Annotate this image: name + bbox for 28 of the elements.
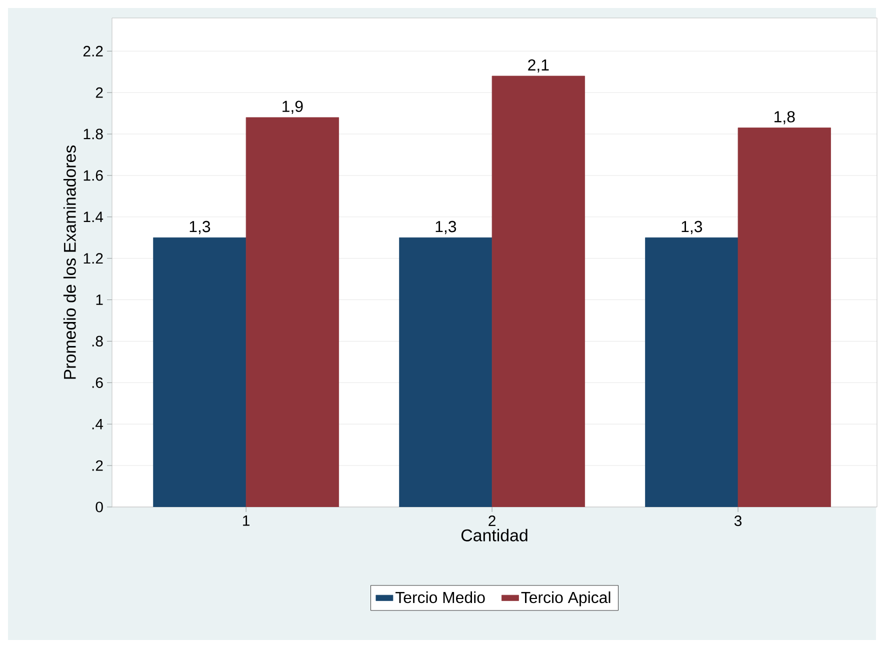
y-tick-label: 1.6 bbox=[84, 170, 103, 181]
data-label: 1,3 bbox=[190, 220, 210, 234]
y-tick-label: 1.2 bbox=[84, 253, 103, 264]
data-label: 1,9 bbox=[282, 100, 303, 114]
bar bbox=[645, 237, 738, 507]
y-tick-label: 2 bbox=[96, 87, 103, 98]
data-label: 1,3 bbox=[436, 220, 456, 234]
x-tick-label: 3 bbox=[734, 516, 742, 526]
legend-label: Tercio Apical bbox=[521, 591, 610, 606]
y-tick-label: .4 bbox=[92, 418, 104, 430]
x-axis-title: Cantidad bbox=[461, 528, 528, 542]
y-tick-label: .8 bbox=[92, 336, 103, 347]
x-tick-label: 1 bbox=[243, 516, 250, 526]
y-tick-label: 0 bbox=[96, 502, 103, 512]
bar bbox=[399, 237, 492, 507]
data-label: 1,3 bbox=[682, 220, 702, 234]
y-tick-label: .6 bbox=[92, 377, 103, 388]
y-tick-label: .2 bbox=[92, 460, 103, 471]
legend-label: Tercio Medio bbox=[396, 591, 485, 604]
y-axis-title: Promedio de los Examinadores bbox=[63, 145, 76, 379]
y-tick-label: 1.4 bbox=[84, 212, 104, 222]
y-tick-label: 2.2 bbox=[83, 46, 103, 56]
data-label: 1,8 bbox=[774, 111, 795, 124]
data-label: 2,1 bbox=[528, 59, 549, 72]
bar bbox=[153, 237, 246, 507]
y-tick-label: 1.8 bbox=[84, 128, 103, 140]
y-tick-label: 1 bbox=[96, 294, 103, 305]
x-tick-label: 2 bbox=[488, 516, 496, 526]
